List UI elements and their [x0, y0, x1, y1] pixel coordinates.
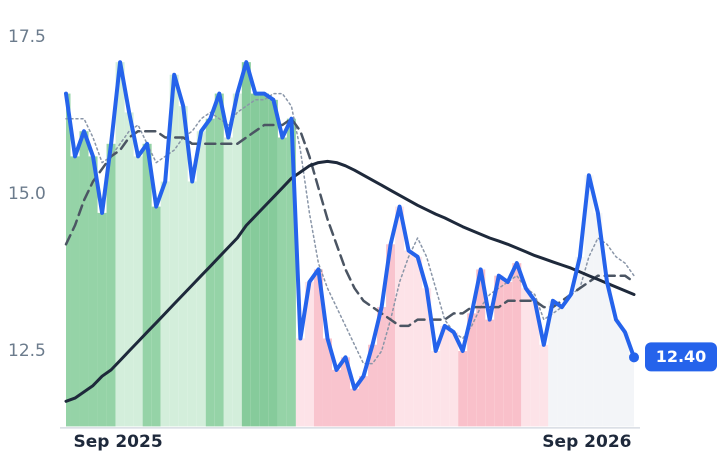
line	[64, 117, 636, 328]
band	[485, 319, 495, 427]
band	[530, 300, 540, 427]
band	[124, 112, 134, 427]
line	[64, 60, 636, 391]
last-point	[629, 352, 639, 363]
band	[350, 388, 360, 427]
band	[286, 118, 296, 427]
band	[512, 263, 522, 427]
band	[331, 369, 341, 427]
labels: 12.40	[629, 342, 717, 372]
bands	[66, 62, 634, 427]
band	[70, 156, 80, 427]
band	[377, 307, 387, 427]
band	[611, 319, 621, 427]
band	[178, 106, 188, 427]
band	[151, 206, 161, 427]
band	[133, 156, 143, 427]
band	[322, 338, 332, 427]
band	[250, 93, 260, 427]
band	[223, 137, 233, 427]
band	[440, 325, 450, 427]
band	[395, 206, 405, 427]
band	[368, 344, 378, 427]
band	[593, 212, 603, 427]
axes: 12.5 15.0 17.5 Sep 2025 Sep 2026	[8, 27, 640, 452]
line	[65, 92, 635, 365]
band	[160, 181, 170, 427]
band	[313, 269, 323, 427]
band	[521, 288, 531, 427]
band	[431, 351, 441, 427]
band	[304, 281, 314, 427]
band	[602, 281, 612, 427]
band	[404, 250, 414, 427]
band	[629, 357, 634, 427]
band	[503, 281, 513, 427]
band	[566, 294, 576, 427]
band	[97, 212, 107, 427]
band	[548, 300, 558, 427]
line	[64, 159, 636, 403]
band	[539, 344, 549, 427]
band	[476, 269, 486, 427]
x-tick-label: Sep 2025	[73, 432, 162, 452]
band	[232, 93, 242, 427]
band	[584, 175, 594, 427]
value-badge	[645, 342, 717, 372]
band	[359, 376, 369, 427]
y-tick-label: 15.0	[8, 184, 46, 204]
band	[449, 332, 459, 427]
band	[79, 131, 89, 427]
band	[205, 118, 215, 427]
band	[214, 93, 224, 427]
band	[467, 313, 477, 427]
band	[458, 351, 468, 427]
band	[196, 131, 206, 427]
band	[277, 137, 287, 427]
band	[259, 93, 269, 427]
band	[295, 338, 305, 427]
band	[142, 143, 152, 427]
band	[115, 62, 125, 427]
band	[620, 332, 630, 427]
value-label: 12.40	[656, 347, 707, 366]
band	[413, 256, 423, 427]
y-tick-label: 17.5	[8, 27, 46, 47]
band	[268, 99, 278, 427]
band	[422, 288, 432, 427]
band	[169, 74, 179, 427]
band	[340, 357, 350, 427]
band	[241, 62, 251, 427]
band	[494, 275, 504, 427]
band	[187, 181, 197, 427]
band	[575, 256, 585, 427]
y-tick-label: 12.5	[8, 341, 46, 361]
band	[66, 93, 71, 427]
lines	[64, 60, 636, 403]
band	[557, 307, 567, 427]
x-tick-label: Sep 2026	[542, 432, 631, 452]
band	[386, 244, 396, 427]
band	[88, 156, 98, 427]
band	[106, 143, 116, 427]
